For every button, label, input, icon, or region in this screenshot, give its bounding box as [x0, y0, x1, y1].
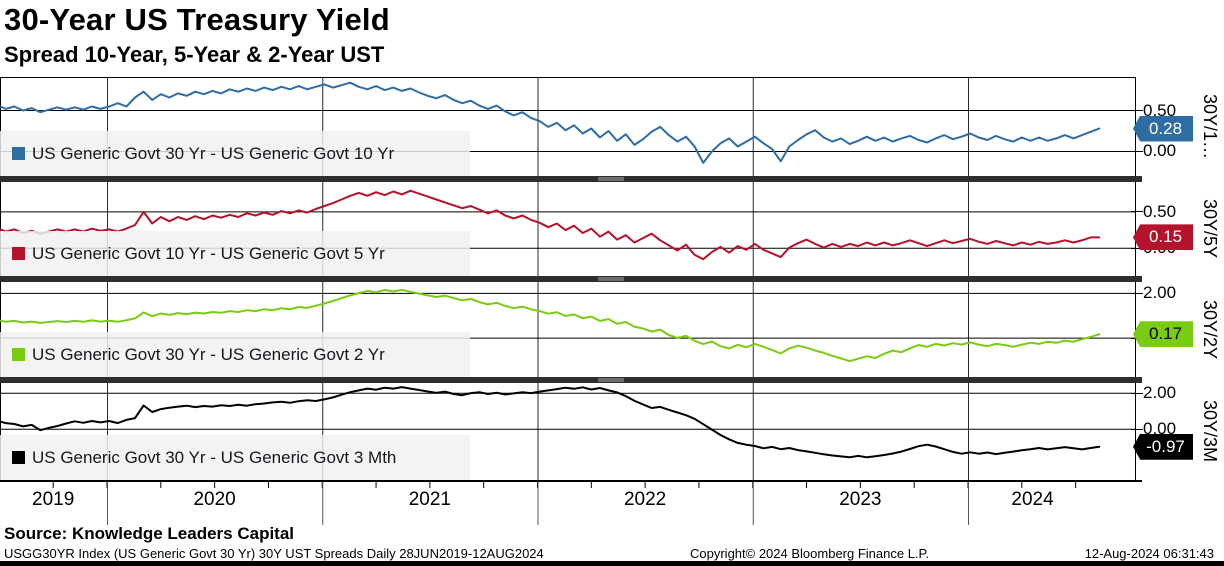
legend-label: US Generic Govt 30 Yr - US Generic Govt … — [32, 447, 397, 467]
panel-30y-3m[interactable] — [0, 386, 1135, 459]
series-line-10y-5y — [0, 189, 1101, 261]
y-tick-label: 0.00 — [1143, 419, 1177, 439]
value-badge-30y-3m: -0.97 — [1133, 433, 1193, 460]
y-tick-mark — [1131, 392, 1143, 394]
timestamp: 12-Aug-2024 06:31:43 — [1084, 546, 1214, 561]
panel-separator — [0, 276, 1142, 282]
value-badge-30y-10y: 0.28 — [1133, 115, 1193, 142]
y-tick-label: 0.50 — [1143, 100, 1177, 120]
legend-swatch-icon — [12, 147, 25, 160]
legend-30y-2y[interactable]: US Generic Govt 30 Yr - US Generic Govt … — [0, 332, 470, 377]
x-axis-year-label: 2020 — [193, 489, 236, 510]
x-axis-year-label: 2023 — [839, 489, 882, 510]
legend-label: US Generic Govt 30 Yr - US Generic Govt … — [32, 143, 395, 163]
panel-separator — [0, 377, 1142, 383]
y-tick-mark — [1131, 428, 1143, 430]
legend-30y-3m[interactable]: US Generic Govt 30 Yr - US Generic Govt … — [0, 435, 470, 480]
legend-30y-10y[interactable]: US Generic Govt 30 Yr - US Generic Govt … — [0, 131, 470, 176]
copyright-note: Copyright© 2024 Bloomberg Finance L.P. — [690, 546, 930, 561]
panel-axis-label-30y-3m: 30Y/3M — [1200, 400, 1220, 463]
y-tick-mark — [1131, 292, 1143, 294]
x-axis-year-label: 2024 — [1011, 489, 1054, 510]
page-title: 30-Year US Treasury Yield — [4, 2, 390, 37]
panel-axis-label-10y-5y: 30Y/5Y — [1200, 199, 1220, 259]
panel-separator — [0, 176, 1142, 182]
security-info: USGG30YR Index (US Generic Govt 30 Yr) 3… — [4, 546, 544, 561]
bottom-black-bar — [0, 561, 1224, 566]
legend-swatch-icon — [12, 247, 25, 260]
y-tick-label: 2.00 — [1143, 383, 1177, 403]
y-tick-label: 0.50 — [1143, 201, 1177, 221]
series-line-30y-3m — [0, 386, 1101, 459]
y-tick-mark — [1131, 150, 1143, 152]
x-axis-line — [0, 480, 1142, 482]
panel-axis-label-30y-10y: 30Y/1… — [1200, 93, 1220, 160]
value-badge-10y-5y: 0.15 — [1133, 224, 1193, 251]
page-subtitle: Spread 10-Year, 5-Year & 2-Year UST — [4, 42, 385, 67]
legend-10y-5y[interactable]: US Generic Govt 10 Yr - US Generic Govt … — [0, 231, 470, 276]
chart-svg — [0, 77, 1142, 525]
x-axis-year-label: 2019 — [32, 489, 75, 510]
legend-swatch-icon — [12, 348, 25, 361]
legend-label: US Generic Govt 30 Yr - US Generic Govt … — [32, 344, 385, 364]
y-tick-mark — [1131, 211, 1143, 213]
x-axis-year-label: 2022 — [623, 489, 667, 510]
y-tick-label: 2.00 — [1143, 283, 1177, 303]
value-badge-30y-2y: 0.17 — [1133, 321, 1193, 348]
legend-swatch-icon — [12, 451, 25, 464]
panel-axis-label-30y-2y: 30Y/2Y — [1200, 299, 1220, 360]
x-axis-year-label: 2021 — [408, 489, 452, 510]
source-note: Source: Knowledge Leaders Capital — [4, 524, 295, 543]
y-tick-mark — [1131, 247, 1143, 249]
series-line-30y-2y — [0, 288, 1101, 363]
y-tick-mark — [1131, 110, 1143, 112]
series-line-30y-10y — [0, 81, 1101, 164]
y-tick-label: 0.00 — [1143, 141, 1177, 161]
legend-label: US Generic Govt 10 Yr - US Generic Govt … — [32, 243, 385, 263]
